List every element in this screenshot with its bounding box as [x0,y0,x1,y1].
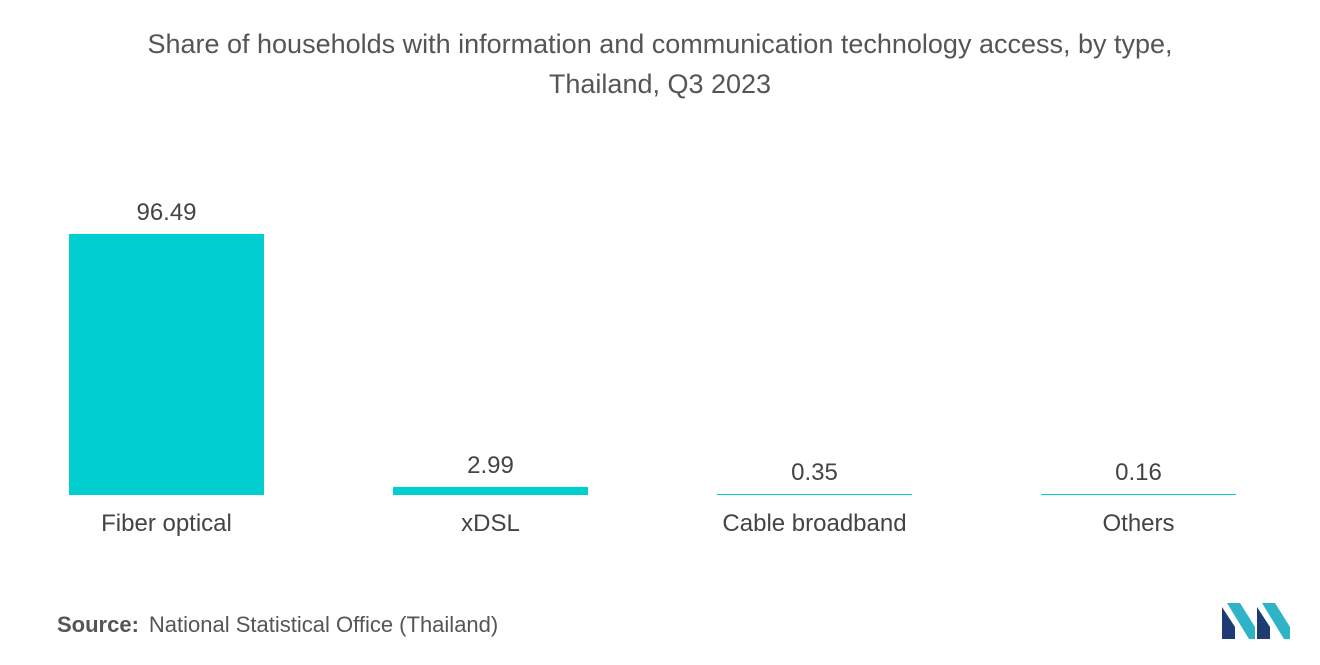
value-label-xdsl: 2.99 [467,452,514,479]
bar-others [1041,494,1236,495]
category-label-fiber-optical: Fiber optical [101,510,232,537]
value-label-cable-broadband: 0.35 [791,459,838,486]
category-label-cable-broadband: Cable broadband [722,510,906,537]
category-label-others: Others [1102,510,1174,537]
value-label-fiber-optical: 96.49 [136,199,196,226]
chart-title: Share of households with information and… [0,24,1320,104]
source-label: Source: [57,612,139,637]
brand-logo-icon [1222,603,1290,639]
bar-xdsl [393,486,588,495]
value-label-others: 0.16 [1115,459,1162,486]
category-label-xdsl: xDSL [461,510,520,537]
source-note: Source: National Statistical Office (Thai… [57,612,498,638]
chart-title-line-1: Share of households with information and… [147,29,1173,59]
source-text: National Statistical Office (Thailand) [148,612,499,637]
bar-cable-broadband [717,494,912,495]
bar-fiber-optical [69,234,264,495]
chart-title-line-2: Thailand, Q3 2023 [548,69,772,99]
